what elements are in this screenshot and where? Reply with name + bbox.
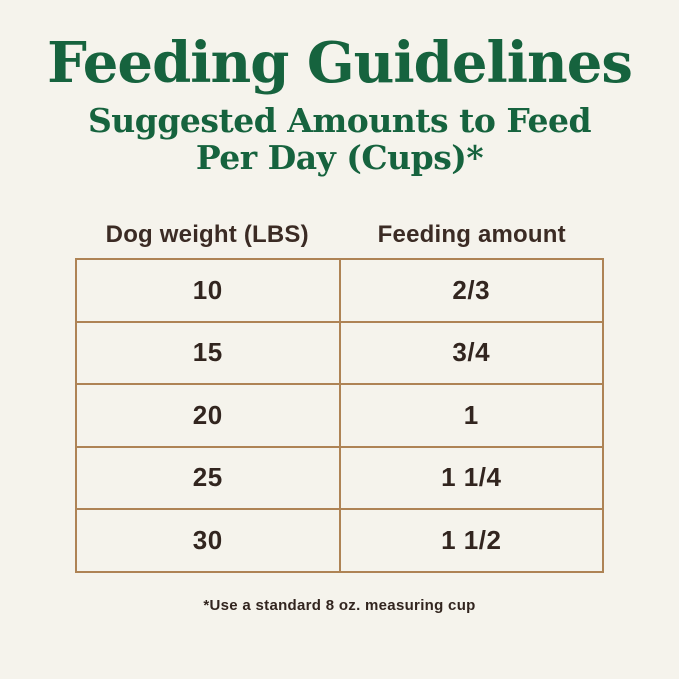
table-row: 20 1 — [75, 383, 604, 448]
dog-weight-cell: 15 — [75, 320, 341, 386]
feeding-amount-cell: 1 1/2 — [338, 508, 604, 573]
page-subtitle-line1: Suggested Amounts to Feed — [87, 101, 592, 141]
table-row: 25 1 1/4 — [75, 445, 604, 511]
table-row: 15 3/4 — [75, 320, 604, 386]
dog-weight-cell: 20 — [75, 383, 341, 448]
page-title: Feeding Guidelines — [47, 30, 633, 96]
page-subtitle-line2: Per Day (Cups)* — [195, 138, 484, 178]
column-header-feeding-amount: Feeding amount — [377, 221, 566, 249]
feeding-table: 10 2/3 15 3/4 20 1 25 1 1/4 30 1 1/2 — [75, 258, 604, 573]
feeding-amount-cell: 3/4 — [338, 320, 604, 386]
column-header-dog-weight: Dog weight (LBS) — [105, 221, 309, 249]
feeding-table-section: Dog weight (LBS) Feeding amount 10 2/3 1… — [75, 221, 604, 614]
dog-weight-cell: 10 — [75, 258, 341, 323]
dog-weight-cell: 25 — [75, 445, 341, 511]
feeding-amount-cell: 1 1/4 — [338, 445, 604, 511]
table-column-headers: Dog weight (LBS) Feeding amount — [75, 221, 604, 258]
feeding-amount-cell: 1 — [338, 383, 604, 448]
dog-weight-cell: 30 — [75, 508, 341, 573]
table-row: 30 1 1/2 — [75, 508, 604, 573]
page-subtitle: Suggested Amounts to Feed Per Day (Cups)… — [87, 101, 592, 178]
feeding-amount-cell: 2/3 — [338, 258, 604, 323]
table-row: 10 2/3 — [75, 258, 604, 323]
measuring-cup-footnote: *Use a standard 8 oz. measuring cup — [203, 596, 476, 614]
